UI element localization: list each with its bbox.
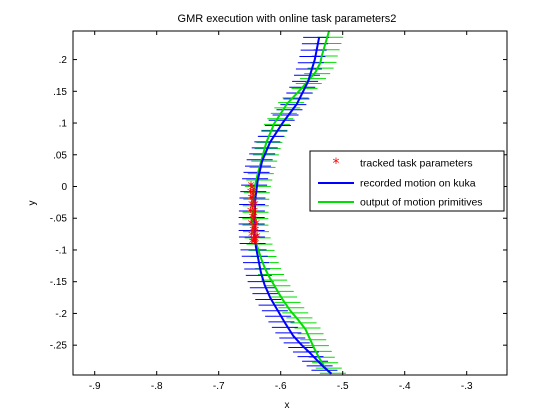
y-tick-label: 0 [61, 182, 67, 193]
tracked-point-marker: * [249, 183, 256, 199]
tracked-point-marker: * [248, 199, 255, 215]
tracked-point-marker: * [249, 211, 256, 227]
tracked-point-marker: * [247, 218, 254, 234]
x-tick-label: -.4 [399, 381, 411, 392]
tracked-point-marker: * [249, 202, 256, 218]
tracked-point-marker: * [252, 231, 259, 247]
tracked-point-marker: * [254, 230, 261, 246]
plot-area: ******************************** [238, 31, 346, 375]
tracked-point-marker: * [252, 233, 259, 249]
tracked-point-marker: * [251, 235, 258, 251]
legend-label-0: tracked task parameters [360, 158, 473, 170]
legend-marker-tracked: * [333, 156, 340, 172]
y-tick-label: -.25 [50, 341, 68, 352]
legend-label-1: recorded motion on kuka [360, 178, 476, 190]
tracked-point-marker: * [252, 224, 259, 240]
tracked-point-marker: * [250, 195, 257, 211]
x-tick-label: -.8 [151, 381, 163, 392]
tracked-point-marker: * [251, 211, 258, 227]
chart-legend: * tracked task parameters recorded motion … [309, 150, 505, 212]
tracked-point-marker: * [249, 224, 256, 240]
x-tick-label: -.6 [275, 381, 287, 392]
tracked-point-marker: * [251, 205, 258, 221]
x-tick-label: -.9 [89, 381, 101, 392]
y-tick-label: .1 [59, 119, 68, 130]
tracked-point-marker: * [250, 214, 257, 230]
tracked-point-marker: * [252, 237, 259, 253]
legend-label-2: output of motion primitives [360, 197, 483, 209]
y-axis-label: y [27, 201, 38, 206]
tracked-point-marker: * [249, 189, 256, 205]
y-tick-label: -.15 [50, 277, 68, 288]
y-tick-label: .15 [53, 87, 67, 98]
tracked-point-marker: * [250, 233, 257, 249]
y-axis-ticks: .2 .15 .1 .05 0 -.05 -.1 -.15 -.2 -.25 [50, 55, 507, 352]
tracked-point-marker: * [251, 221, 258, 237]
y-tick-label: .2 [59, 55, 68, 66]
x-axis-ticks: -.9 -.8 -.7 -.6 -.5 -.4 -.3 [89, 31, 473, 392]
tracked-point-marker: * [249, 192, 256, 208]
tracked-point-marker: * [251, 227, 258, 243]
tracked-point-marker: * [251, 237, 258, 253]
chart-title: GMR execution with online task parameter… [178, 13, 397, 25]
y-tick-label: -.2 [55, 309, 67, 320]
x-tick-label: -.5 [337, 381, 349, 392]
y-tick-label: -.05 [50, 214, 68, 225]
tracked-point-marker: * [247, 186, 254, 202]
tracked-point-marker: * [250, 186, 257, 202]
x-tick-label: -.3 [461, 381, 473, 392]
tracked-point-marker: * [247, 205, 254, 221]
tracked-markers: ******************************** [247, 179, 261, 253]
blue-series-line [253, 37, 333, 375]
tracked-point-marker: * [252, 199, 259, 215]
tracked-point-marker: * [251, 208, 258, 224]
tracked-point-marker: * [247, 179, 254, 195]
tracked-point-marker: * [248, 229, 255, 245]
y-tick-label: .05 [53, 150, 67, 161]
y-tick-label: -.1 [55, 245, 67, 256]
axes-frame [72, 30, 508, 376]
tracked-point-marker: * [247, 192, 254, 208]
x-tick-label: -.7 [213, 381, 225, 392]
x-axis-label: x [285, 400, 290, 411]
tracked-point-marker: * [249, 236, 256, 252]
tracked-point-marker: * [253, 218, 260, 234]
